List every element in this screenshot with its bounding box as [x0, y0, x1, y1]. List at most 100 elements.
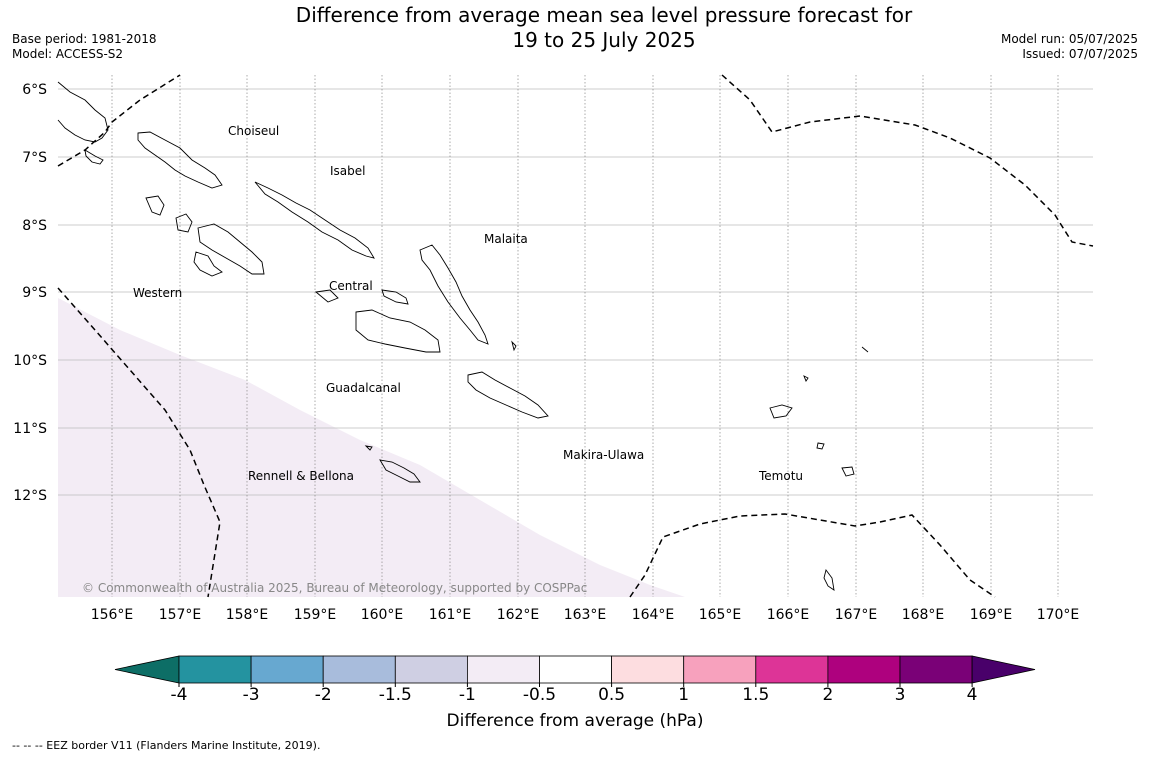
lon-label: 170°E	[1037, 607, 1080, 623]
coast-ndeni	[769, 404, 793, 419]
lon-label: 164°E	[632, 607, 675, 623]
colorbar-segment	[539, 655, 612, 684]
coast-ontong	[861, 346, 869, 353]
map: Choiseul Isabel Malaita Western Central Guada…	[13, 74, 1094, 623]
colorbar-tick-label: 2	[822, 685, 833, 705]
coast-isabel	[254, 181, 375, 259]
coast-rendova	[193, 251, 223, 277]
lon-label: 158°E	[226, 607, 269, 623]
colorbar-tick-label: -2	[315, 685, 332, 705]
meta-right: Model run: 05/07/2025 Issued: 07/07/2025	[1001, 32, 1138, 62]
eez-border-northwest	[57, 74, 181, 167]
region-label: Makira-Ulawa	[563, 448, 644, 462]
region-label: Malaita	[484, 232, 528, 246]
region-label: Choiseul	[228, 124, 279, 138]
lat-label: 9°S	[22, 285, 47, 301]
colorbar-tick-label: 1.5	[742, 685, 769, 705]
coast-bougainville	[57, 81, 109, 143]
coast-rennell	[379, 459, 421, 483]
lat-label: 7°S	[22, 150, 47, 166]
model-name: Model: ACCESS-S2	[12, 47, 124, 61]
lon-label: 165°E	[699, 607, 742, 623]
model-run: Model run: 05/07/2025	[1000, 32, 1138, 46]
lon-label: 161°E	[429, 607, 472, 623]
colorbar-tick-label: 4	[967, 685, 978, 705]
coast-reefs	[803, 375, 809, 382]
colorbar-segments	[114, 655, 1036, 684]
lat-label: 8°S	[22, 218, 47, 234]
coast-utupua	[816, 442, 825, 450]
colorbar-segment	[899, 655, 973, 684]
lat-label: 6°S	[22, 82, 47, 98]
lat-label: 10°S	[13, 353, 47, 369]
graticule	[58, 75, 1093, 597]
region-label: Western	[133, 286, 182, 300]
colorbar-tick-label: -1	[459, 685, 476, 705]
lon-label: 168°E	[902, 607, 945, 623]
coast-guadalcanal	[355, 309, 441, 353]
region-label: Central	[329, 279, 373, 293]
colorbar-segment	[827, 655, 901, 684]
colorbar-extend-min	[114, 655, 180, 684]
lon-label: 159°E	[294, 607, 337, 623]
colorbar-segment	[250, 655, 324, 684]
meta-left: Base period: 1981-2018 Model: ACCESS-S2	[12, 32, 157, 62]
region-labels: Choiseul Isabel Malaita Western Central Guada…	[133, 124, 803, 483]
eez-borders	[57, 74, 1094, 598]
copyright: © Commonwealth of Australia 2025, Bureau…	[82, 581, 587, 595]
colorbar-tick-label: 1	[678, 685, 689, 705]
colorbar-tick-label: 3	[895, 685, 906, 705]
coast-florida	[314, 289, 339, 303]
region-label: Rennell & Bellona	[248, 469, 354, 483]
colorbar-segment	[683, 655, 757, 684]
colorbar-segment	[394, 655, 468, 684]
coast-russell	[381, 289, 409, 305]
lon-label: 160°E	[361, 607, 404, 623]
coastlines	[57, 81, 869, 591]
chart-title: Difference from average mean sea level p…	[200, 3, 1008, 53]
lon-label: 157°E	[159, 607, 202, 623]
eez-border-southwest	[57, 287, 221, 598]
region-label: Guadalcanal	[326, 381, 401, 395]
lon-label: 167°E	[835, 607, 878, 623]
lon-label: 156°E	[91, 607, 134, 623]
colorbar-label: Difference from average (hPa)	[446, 711, 704, 731]
coast-bellona	[364, 445, 373, 451]
coast-choiseul	[137, 131, 223, 189]
lon-label: 163°E	[564, 607, 607, 623]
lat-label: 11°S	[13, 421, 47, 437]
coast-shortland	[145, 195, 165, 216]
coast-sikaiana	[511, 340, 517, 352]
coast-malaita	[419, 244, 489, 345]
axis-labels: 6°S 7°S 8°S 9°S 10°S 11°S 12°S 156°E 157°E 158°E 1…	[13, 82, 1079, 623]
region-label: Isabel	[330, 164, 365, 178]
lon-label: 162°E	[497, 607, 540, 623]
issued-date: Issued: 07/07/2025	[1022, 47, 1138, 61]
colorbar-segment	[178, 655, 252, 684]
coast-buka	[84, 149, 104, 165]
eez-border-northeast	[721, 74, 1094, 247]
title-line-2: 19 to 25 July 2025	[512, 28, 696, 52]
colorbar-segment	[611, 655, 685, 684]
coast-vella	[175, 213, 193, 233]
eez-border-south	[629, 513, 996, 598]
colorbar-extend-max	[971, 655, 1036, 684]
coast-vanikoro	[841, 466, 855, 477]
colorbar-ticks: -4 -3 -2 -1.5 -1 -0.5 0.5 1 1.5 2 3 4	[171, 683, 978, 705]
colorbar-segment	[322, 655, 396, 684]
region-label: Temotu	[758, 469, 803, 483]
colorbar-segment	[755, 655, 829, 684]
coast-tikopia	[823, 568, 835, 591]
colorbar-tick-label: -0.5	[523, 685, 556, 705]
title-line-1: Difference from average mean sea level p…	[295, 3, 913, 27]
colorbar-tick-label: 0.5	[598, 685, 625, 705]
lat-label: 12°S	[13, 488, 47, 504]
lon-label: 169°E	[970, 607, 1013, 623]
lon-label: 166°E	[767, 607, 810, 623]
colorbar-tick-label: -3	[243, 685, 260, 705]
coast-makira	[467, 371, 549, 419]
colorbar-tick-label: -4	[171, 685, 188, 705]
coast-newgeorgia	[197, 223, 265, 275]
base-period: Base period: 1981-2018	[12, 32, 157, 46]
